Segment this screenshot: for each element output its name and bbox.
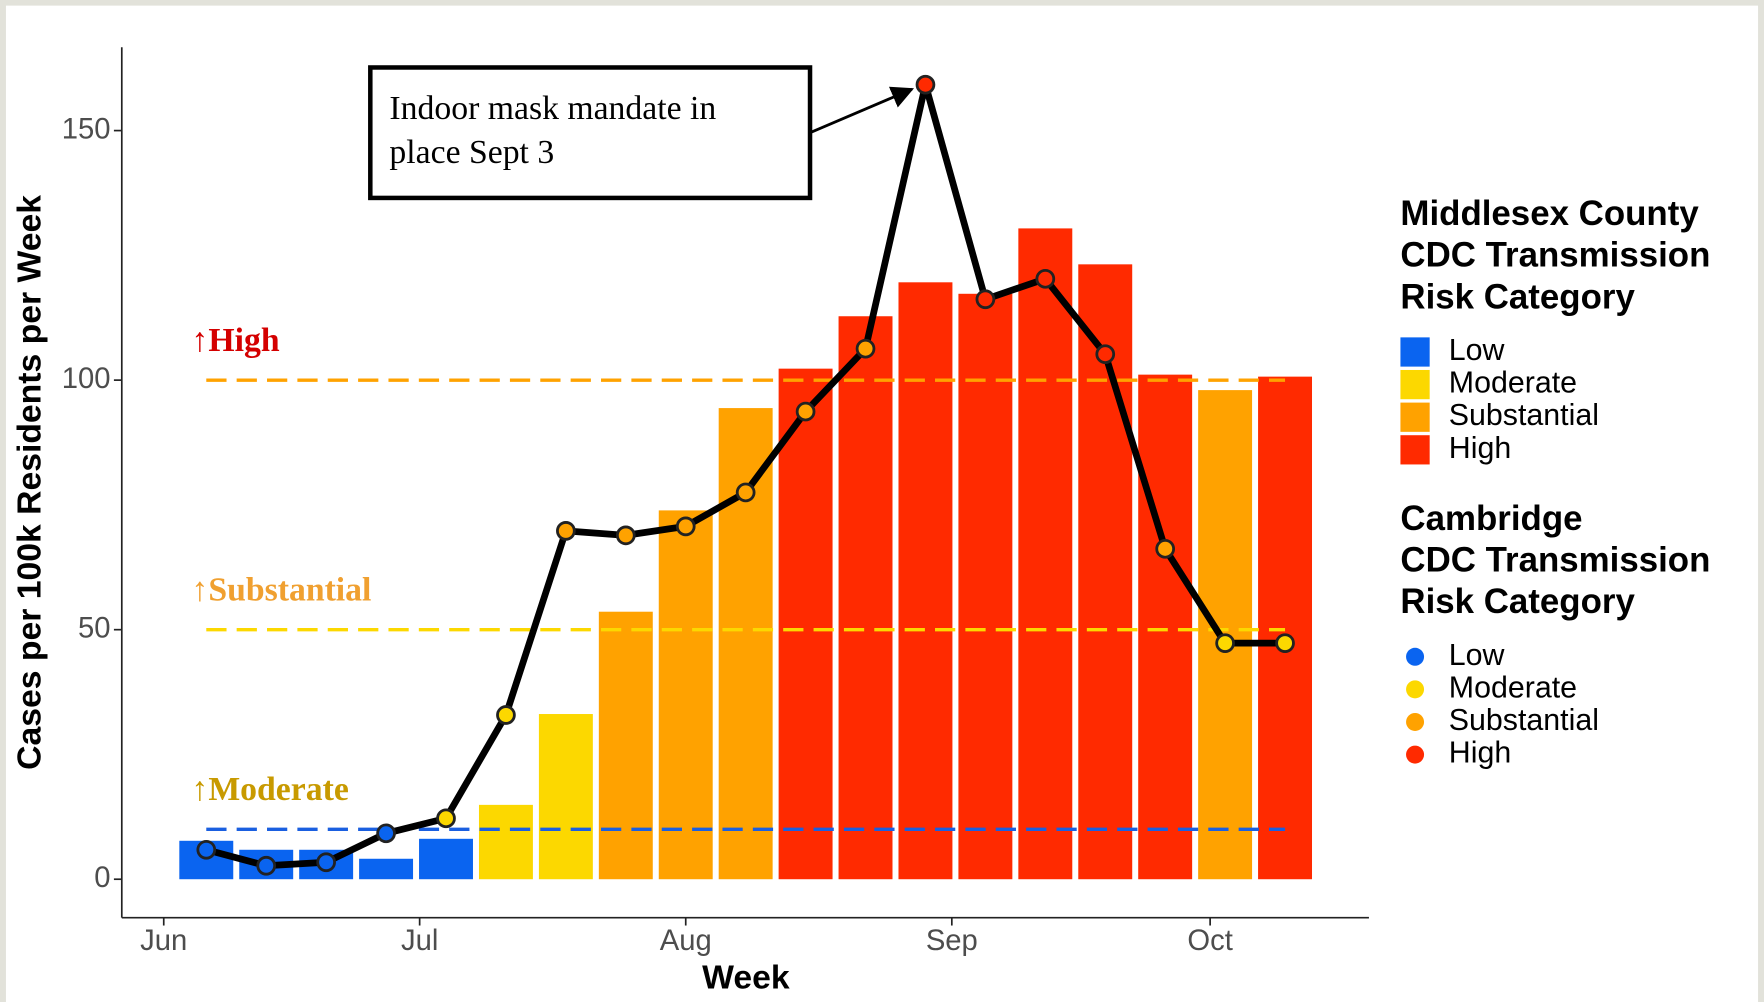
bar bbox=[1018, 228, 1073, 880]
threshold-label: ↑Substantial bbox=[192, 571, 372, 608]
bar bbox=[598, 611, 653, 880]
point bbox=[675, 516, 696, 537]
threshold-label: ↑High bbox=[192, 322, 280, 359]
threshold-label: ↑Moderate bbox=[192, 771, 349, 808]
y-tick-label: 50 bbox=[78, 612, 111, 644]
y-tick-label: 150 bbox=[62, 113, 111, 145]
x-tick-label: Oct bbox=[1187, 925, 1232, 957]
legend-label: High bbox=[1449, 737, 1511, 770]
bar bbox=[778, 368, 833, 880]
x-tick-label: Jul bbox=[401, 925, 438, 957]
bar bbox=[838, 316, 893, 880]
legend-title: Risk Category bbox=[1400, 277, 1635, 316]
legend-swatch bbox=[1400, 402, 1430, 432]
bar bbox=[718, 408, 773, 880]
point bbox=[915, 74, 936, 95]
legend-label: Moderate bbox=[1449, 671, 1577, 704]
legend-label: Substantial bbox=[1449, 399, 1599, 432]
point bbox=[855, 338, 876, 359]
point bbox=[496, 705, 516, 725]
legend-label: Substantial bbox=[1449, 704, 1599, 737]
point bbox=[256, 855, 277, 876]
point bbox=[1215, 633, 1235, 653]
bar bbox=[658, 510, 713, 880]
point bbox=[196, 839, 217, 860]
point bbox=[1095, 344, 1116, 365]
point bbox=[975, 289, 996, 310]
bar bbox=[359, 858, 414, 880]
bar bbox=[1138, 374, 1193, 880]
point bbox=[1035, 268, 1056, 289]
x-tick-label: Sep bbox=[926, 925, 978, 957]
annotation-text: place Sept 3 bbox=[389, 134, 554, 171]
point bbox=[436, 808, 456, 829]
point bbox=[795, 401, 816, 422]
legend-swatch bbox=[1406, 647, 1425, 666]
point bbox=[615, 525, 636, 546]
legend-title: Risk Category bbox=[1400, 582, 1635, 621]
bar bbox=[1258, 376, 1313, 880]
annotation-box bbox=[368, 65, 813, 201]
bar bbox=[538, 714, 593, 880]
legend-swatch bbox=[1400, 337, 1430, 367]
bar bbox=[419, 838, 473, 880]
legend-label: High bbox=[1449, 432, 1511, 465]
x-tick-label: Aug bbox=[660, 925, 712, 957]
y-axis-label: Cases per 100k Residents per Week bbox=[11, 195, 49, 770]
bar bbox=[898, 282, 953, 880]
bar bbox=[958, 293, 1013, 880]
legend-title: CDC Transmission bbox=[1400, 236, 1710, 275]
legend-title: Cambridge bbox=[1400, 499, 1582, 538]
point bbox=[316, 852, 336, 873]
annotation-text: Indoor mask mandate in bbox=[389, 90, 716, 127]
point bbox=[556, 521, 576, 541]
x-tick-label: Jun bbox=[140, 925, 187, 957]
y-tick-label: 0 bbox=[94, 862, 110, 894]
y-tick-label: 100 bbox=[62, 363, 111, 395]
bar bbox=[478, 804, 533, 880]
bar bbox=[1078, 264, 1133, 880]
point bbox=[1155, 538, 1176, 559]
legend-label: Moderate bbox=[1449, 367, 1577, 400]
legend-swatch bbox=[1406, 680, 1425, 699]
legend-title: CDC Transmission bbox=[1400, 540, 1710, 579]
legend-title: Middlesex County bbox=[1400, 194, 1699, 233]
point bbox=[735, 482, 756, 503]
legend-label: Low bbox=[1449, 334, 1505, 367]
legend-label: Low bbox=[1449, 639, 1505, 672]
legend-swatch bbox=[1406, 712, 1425, 731]
legend-swatch bbox=[1406, 745, 1425, 764]
annotation-arrow bbox=[809, 86, 915, 134]
legend-swatch bbox=[1400, 369, 1430, 400]
point bbox=[1275, 633, 1295, 653]
legend-swatch bbox=[1400, 435, 1430, 465]
x-axis-label: Week bbox=[702, 958, 790, 996]
point bbox=[376, 823, 396, 844]
